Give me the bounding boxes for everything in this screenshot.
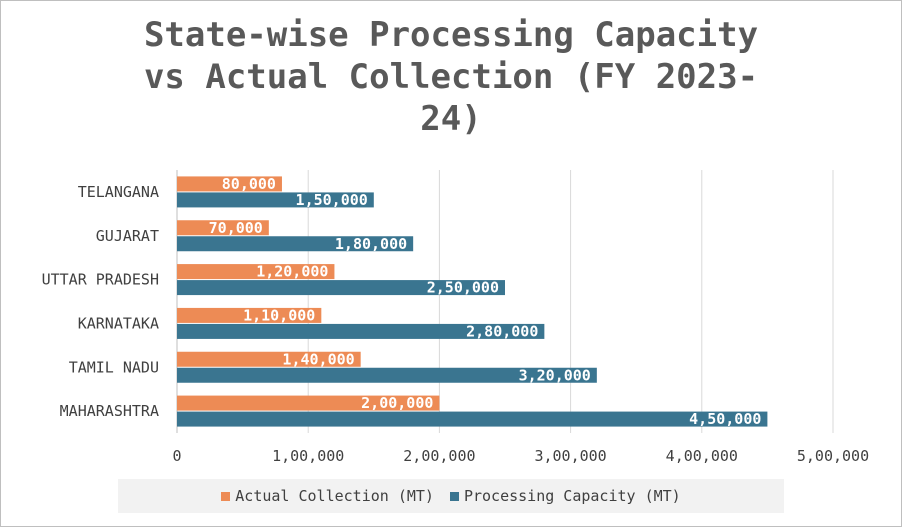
- bar-actual-collection: [177, 307, 322, 323]
- data-label: 80,000: [222, 175, 276, 193]
- legend-item-actual: Actual Collection (MT): [221, 487, 434, 505]
- bar-processing-capacity: [177, 280, 505, 296]
- chart-title-line-3: 24): [420, 99, 482, 139]
- bar-actual-collection: [177, 264, 335, 280]
- bar-processing-capacity: [177, 236, 414, 252]
- category-label: UTTAR PRADESH: [42, 271, 159, 289]
- bar-processing-capacity: [177, 411, 768, 427]
- data-label: 2,50,000: [427, 279, 499, 297]
- data-label: 4,50,000: [689, 410, 761, 428]
- category-label: GUJARAT: [96, 227, 159, 245]
- chart-title-line-2: vs Actual Collection (FY 2023-: [143, 57, 759, 97]
- x-tick-label: 0: [172, 447, 181, 465]
- data-label: 2,00,000: [361, 394, 433, 412]
- data-label: 1,10,000: [243, 306, 315, 324]
- chart-title: State-wise Processing Capacity vs Actual…: [0, 14, 902, 140]
- x-tick-label: 2,00,000: [403, 447, 475, 465]
- bar-processing-capacity: [177, 323, 545, 339]
- legend: Actual Collection (MT) Processing Capaci…: [118, 479, 784, 513]
- legend-item-capacity: Processing Capacity (MT): [449, 487, 681, 505]
- legend-swatch-capacity: [449, 491, 459, 501]
- x-tick-label: 1,00,000: [272, 447, 344, 465]
- bar-actual-collection: [177, 220, 269, 236]
- legend-label-capacity: Processing Capacity (MT): [463, 487, 681, 505]
- category-label: TAMIL NADU: [69, 358, 159, 376]
- data-label: 70,000: [209, 219, 263, 237]
- data-label: 1,20,000: [256, 263, 328, 281]
- x-tick-label: 3,00,000: [534, 447, 606, 465]
- data-label: 2,80,000: [466, 322, 538, 340]
- data-label: 1,80,000: [335, 235, 407, 253]
- chart-title-line-1: State-wise Processing Capacity: [143, 15, 759, 55]
- data-label: 1,40,000: [282, 350, 354, 368]
- bar-actual-collection: [177, 176, 282, 192]
- category-label: TELANGANA: [78, 183, 159, 201]
- bar-processing-capacity: [177, 367, 597, 383]
- data-label: 1,50,000: [296, 191, 368, 209]
- legend-label-actual: Actual Collection (MT): [235, 487, 434, 505]
- x-tick-label: 5,00,000: [797, 447, 869, 465]
- category-label: KARNATAKA: [78, 314, 159, 332]
- bar-processing-capacity: [177, 192, 374, 208]
- data-label: 3,20,000: [519, 366, 591, 384]
- legend-swatch-actual: [221, 491, 231, 501]
- bar-actual-collection: [177, 395, 440, 411]
- x-tick-label: 4,00,000: [666, 447, 738, 465]
- bar-actual-collection: [177, 351, 361, 367]
- category-label: MAHARASHTRA: [60, 402, 159, 420]
